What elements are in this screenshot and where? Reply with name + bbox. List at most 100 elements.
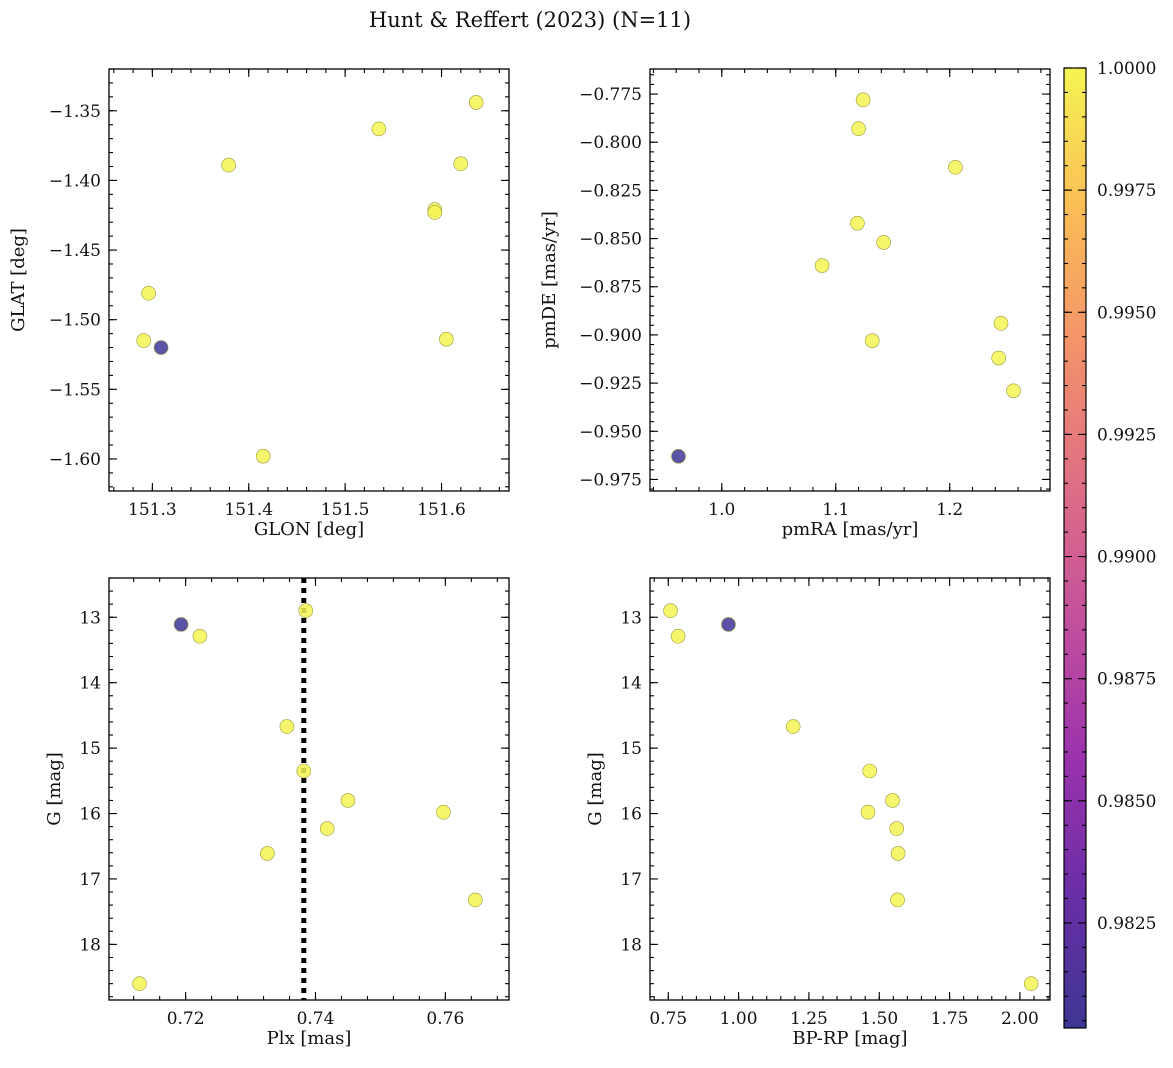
scatter-point <box>864 333 880 348</box>
scatter-point <box>850 215 865 231</box>
x-tick-label: 1.50 <box>860 1009 898 1029</box>
y-tick-label: 14 <box>620 674 642 694</box>
scatter-point <box>136 333 151 348</box>
scatter-point <box>814 258 830 273</box>
x-axis-label: pmRA [mas/yr] <box>782 519 919 540</box>
scatter-point <box>721 617 736 632</box>
scatter-point <box>862 763 877 779</box>
scatter-point <box>1006 383 1021 399</box>
scatter-point <box>192 628 208 644</box>
minor-ticks <box>109 577 509 1000</box>
y-tick-label: −1.60 <box>49 450 101 470</box>
y-tick-label: −1.40 <box>49 171 101 191</box>
x-tick-label: 1.2 <box>936 500 963 520</box>
scatter-point <box>467 892 483 908</box>
scatter-point <box>439 331 454 347</box>
y-tick-label: 17 <box>620 870 642 890</box>
scatter-point <box>427 205 443 220</box>
x-tick-label: 1.75 <box>931 1009 969 1029</box>
scatter-point <box>890 892 905 908</box>
scatter-point <box>255 448 271 464</box>
y-axis-label: G [mag] <box>44 752 65 825</box>
colorbar: 0.9825 0.9850 0.9875 0.9900 0.9925 0.9950 0.99… <box>1063 59 1156 1029</box>
x-tick-label: 2.00 <box>1001 1009 1039 1029</box>
y-tick-label: −0.925 <box>579 374 642 394</box>
x-tick-label: 1.00 <box>720 1009 758 1029</box>
panel-pmra-pmde: 1.0 1.1 1.2 −0.775 −0.800 −0.825 −0.850 −0.875 −… <box>539 68 1051 540</box>
scatter-point <box>340 793 356 808</box>
y-tick-label: −0.850 <box>579 230 642 250</box>
colorbar-tick-label: 0.9850 <box>1097 792 1156 812</box>
scatter-point <box>993 316 1009 331</box>
scatter-point <box>876 235 891 250</box>
scatter-point <box>889 821 904 836</box>
x-axis-label: Plx [mas] <box>267 1028 352 1049</box>
minor-ticks <box>650 577 1050 1000</box>
y-tick-label: −1.45 <box>49 241 101 261</box>
scatter-point <box>371 121 387 137</box>
y-axis-label: pmDE [mas/yr] <box>539 211 560 349</box>
scatter-point <box>663 603 678 619</box>
y-tick-label: −1.55 <box>49 380 101 400</box>
y-tick-label: 18 <box>79 935 101 955</box>
scatter-points <box>132 603 483 991</box>
y-tick-label: 16 <box>620 805 642 825</box>
y-tick-label: 14 <box>79 674 101 694</box>
scatter-points <box>671 92 1021 464</box>
y-tick-label: 16 <box>79 805 101 825</box>
figure-title: Hunt & Reffert (2023) (N=11) <box>369 8 691 32</box>
x-axis-label: GLON [deg] <box>254 519 364 540</box>
colorbar-tick-label: 0.9875 <box>1097 670 1156 690</box>
y-tick-label: 13 <box>79 608 101 628</box>
x-tick-label: 1.0 <box>708 500 735 520</box>
x-tick-label: 0.75 <box>649 1009 687 1029</box>
scatter-point <box>1023 976 1039 991</box>
y-tick-label: −0.825 <box>579 181 642 201</box>
scatter-point <box>453 156 469 172</box>
scatter-point <box>670 628 686 644</box>
colorbar-gradient <box>1063 67 1087 1029</box>
y-tick-label: −0.875 <box>579 278 642 298</box>
colorbar-tick-label: 1.0000 <box>1097 59 1156 79</box>
y-tick-label: −0.950 <box>579 422 642 442</box>
colorbar-tick-label: 0.9925 <box>1097 425 1156 445</box>
scatter-point <box>851 121 866 137</box>
scatter-point <box>855 92 871 108</box>
x-tick-label: 0.72 <box>167 1009 205 1029</box>
y-tick-label: 18 <box>620 935 642 955</box>
plot-frame <box>649 577 1051 1001</box>
x-tick-label: 151.4 <box>224 500 273 520</box>
y-tick-label: −1.35 <box>49 102 101 122</box>
scatter-point <box>296 763 312 779</box>
y-tick-label: −0.900 <box>579 326 642 346</box>
plot-frame <box>108 68 510 492</box>
scatter-point <box>468 95 484 110</box>
scatter-point <box>885 793 900 808</box>
panel-glon-glat: 151.3 151.4 151.5 151.6 −1.35 −1.40 −1.45 −1.50… <box>8 68 510 540</box>
panel-plx-g: 0.72 0.74 0.76 13 14 15 16 17 18 Plx [mas] G [mag] <box>44 577 510 1049</box>
colorbar-tick-label: 0.9975 <box>1097 181 1156 201</box>
x-tick-label: 0.76 <box>426 1009 464 1029</box>
scatter-point <box>260 846 275 861</box>
scatter-points <box>663 603 1039 991</box>
scatter-point <box>298 603 314 619</box>
colorbar-tick-label: 0.9825 <box>1097 914 1156 934</box>
y-axis-label: GLAT [deg] <box>8 228 29 332</box>
x-tick-label: 151.6 <box>417 500 466 520</box>
scatter-point <box>141 285 156 301</box>
colorbar-tick-label: 0.9950 <box>1097 303 1156 323</box>
scatter-point <box>132 976 147 991</box>
scatter-point <box>153 340 169 355</box>
x-tick-label: 0.74 <box>297 1009 335 1029</box>
scatter-point <box>860 804 876 820</box>
scatter-point <box>991 350 1007 366</box>
y-tick-label: −0.775 <box>579 85 642 105</box>
y-tick-label: −1.50 <box>49 311 101 331</box>
x-tick-label: 151.3 <box>128 500 177 520</box>
scatter-point <box>890 846 906 861</box>
y-tick-label: 15 <box>79 739 101 759</box>
scatter-point <box>279 719 295 734</box>
y-tick-label: 15 <box>620 739 642 759</box>
panel-bprp-g: 0.75 1.00 1.25 1.50 1.75 2.00 13 14 15 16 17 18 BP-R… <box>585 577 1051 1049</box>
